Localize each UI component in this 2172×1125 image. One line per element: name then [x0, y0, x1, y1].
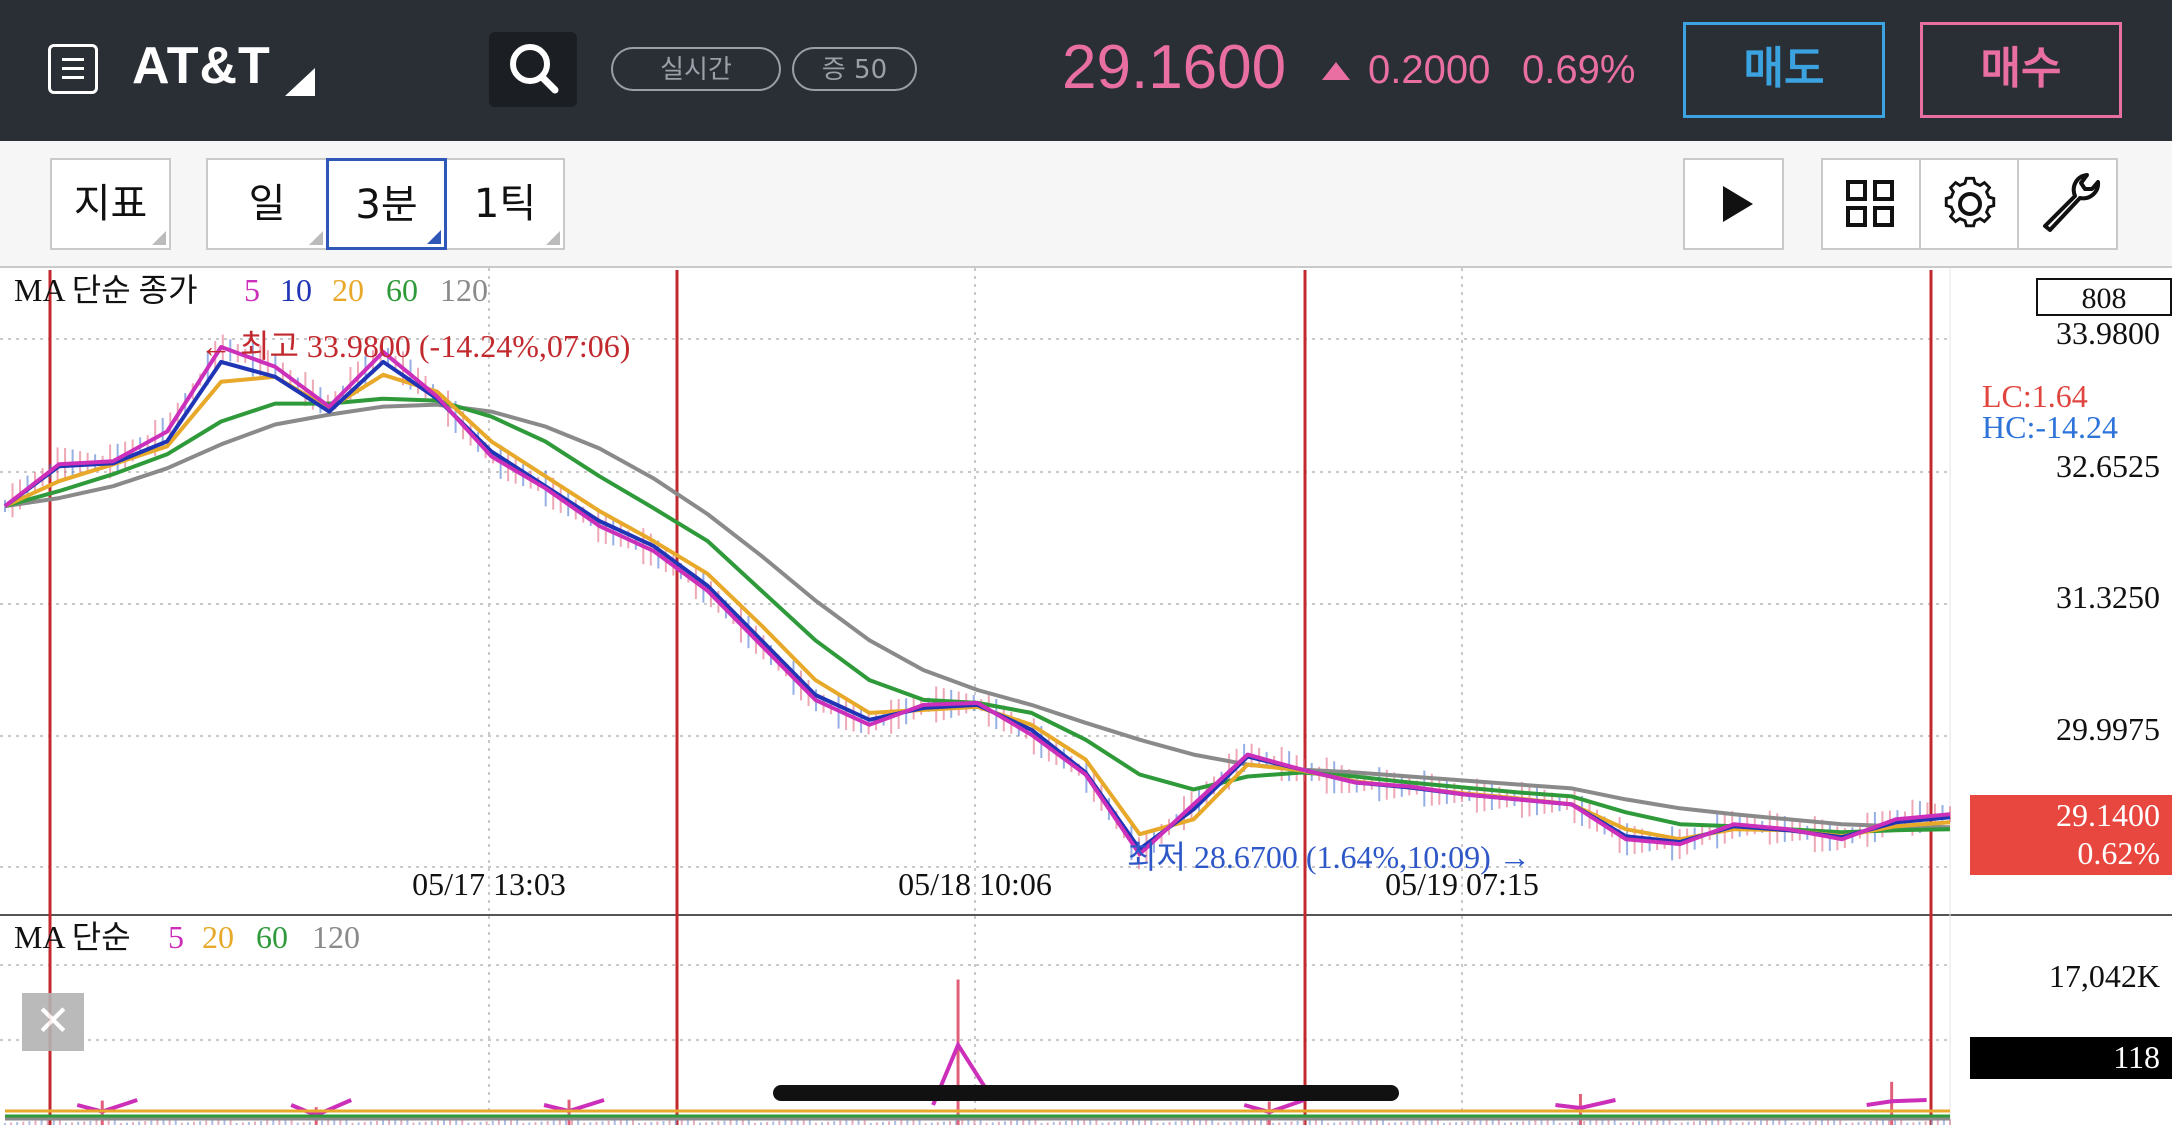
x-tick-label: 05/17 13:03 [412, 866, 566, 902]
current-price: 29.1600 [1062, 33, 1287, 102]
change-amount: 0.2000 [1368, 48, 1491, 92]
current-volume-tag [1970, 1037, 2172, 1079]
play-button[interactable] [1683, 158, 1784, 250]
current-volume-tag-value: 118 [2113, 1039, 2160, 1075]
ma-line-5 [3, 345, 1951, 857]
ma-line-120 [4, 402, 1951, 830]
price-chart[interactable]: MA 단순 종가 5 10 20 60 120 ← 최고 33.9800 (-1… [0, 268, 2172, 1125]
volume-ma5-bump [1866, 1098, 1927, 1107]
volume-legend-ma20: 20 [202, 919, 234, 955]
legend-ma10: 10 [280, 272, 312, 308]
low-annotation: 최저 28.6700 (1.64%,10:09) → [1127, 839, 1531, 875]
ma-line-10 [3, 359, 1951, 852]
period-3min-label: 3분 [355, 182, 418, 228]
volume-legend-ma120: 120 [312, 919, 360, 955]
legend-ma120: 120 [440, 272, 488, 308]
symbol-dropdown-caret-icon[interactable] [285, 68, 315, 96]
axis-value-box-text: 808 [2082, 282, 2127, 315]
price-legend-title: MA 단순 종가 [14, 272, 198, 308]
ma-line-20 [4, 372, 1951, 842]
up-arrow-icon [1322, 62, 1350, 80]
play-icon [1723, 186, 1753, 222]
ma-line-60 [4, 396, 1951, 835]
period-day-label: 일 [248, 181, 286, 227]
volume-legend-title: MA 단순 [14, 919, 131, 955]
y-tick-label: 29.9975 [2056, 711, 2160, 747]
period-3min-button[interactable]: 3분 [326, 158, 447, 250]
count-pill[interactable]: 증 50 [792, 47, 917, 91]
axis-value-box [2036, 278, 2172, 316]
x-tick-label: 05/18 10:06 [898, 866, 1052, 902]
y-tick-label: 32.6525 [2056, 448, 2160, 484]
settings-button[interactable] [1919, 158, 2020, 250]
indicator-button[interactable]: 지표 [50, 158, 171, 250]
period-day-button[interactable]: 일 [206, 158, 328, 250]
wrench-icon [2043, 173, 2101, 232]
tools-button[interactable] [2017, 158, 2118, 250]
close-icon[interactable]: ✕ [22, 993, 84, 1051]
menu-icon[interactable] [48, 44, 98, 94]
symbol-name[interactable]: AT&T [132, 37, 271, 95]
lc-label: LC:1.64 [1982, 378, 2088, 414]
hc-label: HC:-14.24 [1982, 409, 2118, 445]
volume-legend-ma60: 60 [256, 919, 288, 955]
x-tick-label: 05/19 07:15 [1385, 866, 1539, 902]
indicator-label: 지표 [73, 181, 148, 227]
current-price-tag-change: 0.62% [2077, 835, 2160, 871]
layout-button[interactable] [1821, 158, 1921, 250]
current-price-tag [1970, 795, 2172, 875]
gear-icon [1944, 176, 1996, 228]
volume-max-label: 17,042K [2049, 958, 2160, 994]
period-tick-label: 1틱 [473, 181, 537, 227]
volume-legend-ma5: 5 [168, 919, 184, 955]
layout-grid-icon [1846, 180, 1894, 227]
home-indicator[interactable] [773, 1085, 1399, 1101]
period-tick-button[interactable]: 1틱 [445, 158, 565, 250]
y-tick-label: 31.3250 [2056, 579, 2160, 615]
current-price-tag-value: 29.1400 [2056, 797, 2160, 833]
volume-ma5-bump [290, 1098, 352, 1118]
legend-ma5: 5 [244, 272, 260, 308]
volume-ma5-bump [1555, 1098, 1616, 1110]
sell-button[interactable]: 매도 [1683, 22, 1885, 118]
legend-ma20: 20 [332, 272, 364, 308]
search-button[interactable] [489, 32, 577, 107]
y-tick-label: 33.9800 [2056, 315, 2160, 351]
change-percent: 0.69% [1522, 48, 1636, 92]
search-icon [510, 44, 559, 94]
high-annotation: ← 최고 33.9800 (-14.24%,07:06) [200, 328, 630, 364]
volume-ma5-bump [931, 1040, 995, 1106]
top-bar: AT&T 실시간 증 50 29.1600 0.2000 0.69% 매도 매수 [0, 0, 2172, 141]
buy-button[interactable]: 매수 [1920, 22, 2122, 118]
realtime-pill[interactable]: 실시간 [611, 47, 781, 91]
volume-ma5-bump [543, 1098, 605, 1114]
legend-ma60: 60 [386, 272, 418, 308]
